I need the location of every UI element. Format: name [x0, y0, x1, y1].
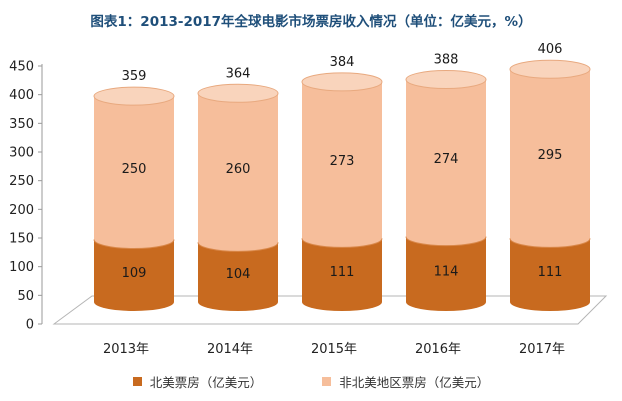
data-label-north-america: 111: [330, 265, 355, 280]
data-label-north-america: 111: [538, 265, 563, 280]
y-tick-label: 0: [26, 318, 34, 333]
y-tick-label: 150: [9, 232, 34, 247]
bar-segment-non-north-america: [510, 69, 590, 248]
x-tick-label: 2013年: [103, 342, 149, 357]
bar-top-cap: [405, 70, 487, 90]
data-label-north-america: 104: [226, 267, 251, 282]
bar-top-cap: [509, 59, 591, 79]
legend-swatch-north-america: [132, 377, 142, 386]
bar-segment-non-north-america: [406, 79, 486, 246]
y-tick-label: 450: [9, 60, 34, 75]
bar-top-cap: [93, 86, 175, 106]
x-tick-label: 2016年: [415, 342, 461, 357]
data-label-non-north-america: 295: [538, 148, 563, 163]
bar-segment-edge: [301, 238, 383, 248]
bar-segment-edge: [509, 238, 591, 248]
data-label-total: 406: [538, 42, 563, 57]
bar-segment-non-north-america: [302, 81, 382, 248]
y-tick-label: 400: [9, 88, 34, 103]
legend: 北美票房（亿美元） 非北美地区票房（亿美元）: [0, 372, 622, 391]
x-tick-label: 2017年: [519, 342, 565, 357]
bar-segment-non-north-america: [198, 93, 278, 252]
chart-title: 图表1：2013-2017年全球电影市场票房收入情况（单位：亿美元，%）: [90, 14, 532, 30]
data-label-total: 364: [226, 66, 251, 81]
data-label-non-north-america: 260: [226, 162, 251, 177]
y-tick-label: 350: [9, 117, 34, 132]
y-tick-label: 50: [17, 289, 34, 304]
x-tick-label: 2015年: [311, 342, 357, 357]
y-tick-label: 100: [9, 260, 34, 275]
bar-segment-north-america: [302, 238, 382, 311]
legend-swatch-non-north-america: [322, 377, 332, 386]
y-tick-label: 200: [9, 203, 34, 218]
legend-label-non-north-america: 非北美地区票房（亿美元）: [339, 375, 490, 390]
data-label-total: 359: [122, 69, 147, 84]
data-label-north-america: 109: [122, 266, 147, 281]
bar-segment-north-america: [406, 236, 486, 311]
y-tick-label: 250: [9, 174, 34, 189]
data-label-total: 384: [330, 55, 355, 70]
bar-segment-edge: [93, 239, 175, 250]
legend-label-north-america: 北美票房（亿美元）: [149, 375, 263, 390]
bar-segment-edge: [197, 242, 279, 252]
data-label-total: 388: [434, 53, 459, 68]
bar-segment-north-america: [94, 239, 174, 311]
x-tick-label: 2014年: [207, 342, 253, 357]
bar-segment-edge: [405, 236, 487, 247]
data-label-north-america: 114: [434, 264, 459, 279]
bar-segment-north-america: [510, 238, 590, 311]
data-label-non-north-america: 250: [122, 162, 147, 177]
data-label-non-north-america: 274: [434, 152, 459, 167]
bar-segment-non-north-america: [94, 96, 174, 249]
bar-top-cap: [301, 72, 383, 92]
bar-segment-north-america: [198, 242, 278, 311]
data-label-non-north-america: 273: [330, 154, 355, 169]
y-tick-label: 300: [9, 146, 34, 161]
legend-item-north-america: 北美票房（亿美元）: [132, 372, 263, 391]
legend-item-non-north-america: 非北美地区票房（亿美元）: [322, 372, 489, 391]
bar-top-cap: [197, 83, 279, 103]
